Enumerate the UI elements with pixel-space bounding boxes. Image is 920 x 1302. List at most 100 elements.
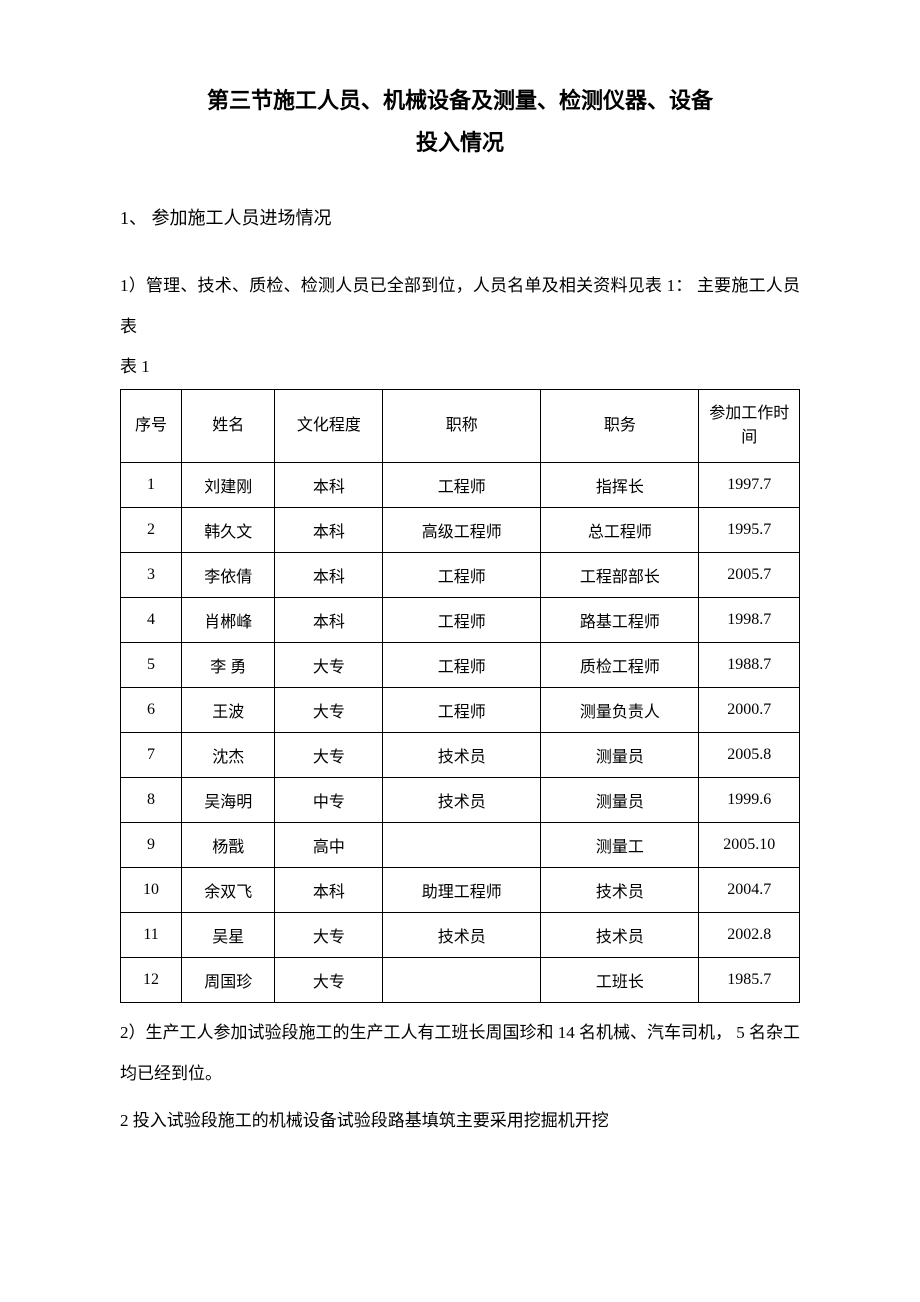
table-cell: 10 — [121, 868, 182, 913]
table-cell: 1998.7 — [699, 598, 800, 643]
table-cell: 9 — [121, 823, 182, 868]
table-cell: 吴海明 — [182, 778, 275, 823]
table-cell: 韩久文 — [182, 508, 275, 553]
table-cell: 1999.6 — [699, 778, 800, 823]
personnel-table: 序号 姓名 文化程度 职称 职务 参加工作时间 1刘建刚本科工程师指挥长1997… — [120, 389, 800, 1003]
table-cell: 6 — [121, 688, 182, 733]
table-row: 7沈杰大专技术员测量员2005.8 — [121, 733, 800, 778]
table-cell: 大专 — [275, 733, 383, 778]
table-row: 8吴海明中专技术员测量员1999.6 — [121, 778, 800, 823]
table-body: 1刘建刚本科工程师指挥长1997.72韩久文本科高级工程师总工程师1995.73… — [121, 463, 800, 1003]
table-cell: 4 — [121, 598, 182, 643]
table-cell: 1985.7 — [699, 958, 800, 1003]
table-cell: 5 — [121, 643, 182, 688]
title-line-2: 投入情况 — [120, 122, 800, 164]
table-row: 10余双飞本科助理工程师技术员2004.7 — [121, 868, 800, 913]
table-row: 9杨戬高中 测量工2005.10 — [121, 823, 800, 868]
table-cell: 2 — [121, 508, 182, 553]
table-cell: 8 — [121, 778, 182, 823]
col-header-title: 职称 — [383, 390, 541, 463]
table-cell: 2005.10 — [699, 823, 800, 868]
table-cell: 质检工程师 — [541, 643, 699, 688]
table-cell: 1988.7 — [699, 643, 800, 688]
table-row: 5李 勇大专工程师质检工程师1988.7 — [121, 643, 800, 688]
table-cell: 测量员 — [541, 778, 699, 823]
table-cell: 本科 — [275, 598, 383, 643]
table-cell: 李 勇 — [182, 643, 275, 688]
table-row: 11吴星大专技术员技术员2002.8 — [121, 913, 800, 958]
table-cell: 工程师 — [383, 688, 541, 733]
section-title: 第三节施工人员、机械设备及测量、检测仪器、设备 投入情况 — [120, 80, 800, 164]
table-cell: 高级工程师 — [383, 508, 541, 553]
paragraph-1: 1）管理、技术、质检、检测人员已全部到位，人员名单及相关资料见表 1： 主要施工… — [120, 266, 800, 348]
col-header-position: 职务 — [541, 390, 699, 463]
table-cell: 杨戬 — [182, 823, 275, 868]
table-cell: 大专 — [275, 688, 383, 733]
table-cell: 路基工程师 — [541, 598, 699, 643]
table-cell: 技术员 — [383, 913, 541, 958]
table-cell: 11 — [121, 913, 182, 958]
table-cell: 2004.7 — [699, 868, 800, 913]
table-row: 12周国珍大专 工班长1985.7 — [121, 958, 800, 1003]
table-row: 4肖郴峰本科工程师路基工程师1998.7 — [121, 598, 800, 643]
table-cell: 沈杰 — [182, 733, 275, 778]
table-cell: 本科 — [275, 508, 383, 553]
table-cell — [383, 823, 541, 868]
table-label: 表 1 — [120, 348, 800, 385]
table-cell: 2002.8 — [699, 913, 800, 958]
table-cell: 中专 — [275, 778, 383, 823]
table-cell: 1 — [121, 463, 182, 508]
paragraph-3: 2 投入试验段施工的机械设备试验段路基填筑主要采用挖掘机开挖 — [120, 1101, 800, 1142]
table-cell: 技术员 — [541, 868, 699, 913]
table-cell: 3 — [121, 553, 182, 598]
heading-1: 1、 参加施工人员进场情况 — [120, 204, 800, 233]
table-cell: 李依倩 — [182, 553, 275, 598]
col-header-worktime: 参加工作时间 — [699, 390, 800, 463]
table-cell: 大专 — [275, 913, 383, 958]
table-cell: 工程师 — [383, 643, 541, 688]
table-cell: 工程师 — [383, 463, 541, 508]
table-cell: 测量员 — [541, 733, 699, 778]
table-cell: 2005.7 — [699, 553, 800, 598]
table-row: 6王波大专工程师测量负责人2000.7 — [121, 688, 800, 733]
table-cell: 本科 — [275, 553, 383, 598]
table-cell: 余双飞 — [182, 868, 275, 913]
table-cell: 工程师 — [383, 598, 541, 643]
table-cell: 2000.7 — [699, 688, 800, 733]
col-header-education: 文化程度 — [275, 390, 383, 463]
table-row: 3李依倩本科工程师工程部部长2005.7 — [121, 553, 800, 598]
table-cell: 大专 — [275, 958, 383, 1003]
table-cell: 12 — [121, 958, 182, 1003]
table-cell: 工班长 — [541, 958, 699, 1003]
table-cell: 技术员 — [383, 733, 541, 778]
table-cell: 1995.7 — [699, 508, 800, 553]
table-cell: 技术员 — [541, 913, 699, 958]
table-cell: 测量负责人 — [541, 688, 699, 733]
table-cell: 指挥长 — [541, 463, 699, 508]
col-header-name: 姓名 — [182, 390, 275, 463]
table-cell: 2005.8 — [699, 733, 800, 778]
table-cell: 王波 — [182, 688, 275, 733]
table-cell: 肖郴峰 — [182, 598, 275, 643]
col-header-seq: 序号 — [121, 390, 182, 463]
table-cell: 工程师 — [383, 553, 541, 598]
table-cell: 高中 — [275, 823, 383, 868]
table-cell: 技术员 — [383, 778, 541, 823]
table-row: 1刘建刚本科工程师指挥长1997.7 — [121, 463, 800, 508]
table-cell: 工程部部长 — [541, 553, 699, 598]
table-cell: 1997.7 — [699, 463, 800, 508]
table-cell: 本科 — [275, 463, 383, 508]
table-cell: 吴星 — [182, 913, 275, 958]
table-header-row: 序号 姓名 文化程度 职称 职务 参加工作时间 — [121, 390, 800, 463]
title-line-1: 第三节施工人员、机械设备及测量、检测仪器、设备 — [120, 80, 800, 122]
table-cell: 助理工程师 — [383, 868, 541, 913]
table-cell: 周国珍 — [182, 958, 275, 1003]
table-cell: 7 — [121, 733, 182, 778]
paragraph-2: 2）生产工人参加试验段施工的生产工人有工班长周国珍和 14 名机械、汽车司机， … — [120, 1013, 800, 1095]
table-cell: 大专 — [275, 643, 383, 688]
table-cell: 测量工 — [541, 823, 699, 868]
table-cell: 刘建刚 — [182, 463, 275, 508]
table-cell: 总工程师 — [541, 508, 699, 553]
table-row: 2韩久文本科高级工程师总工程师1995.7 — [121, 508, 800, 553]
table-cell — [383, 958, 541, 1003]
